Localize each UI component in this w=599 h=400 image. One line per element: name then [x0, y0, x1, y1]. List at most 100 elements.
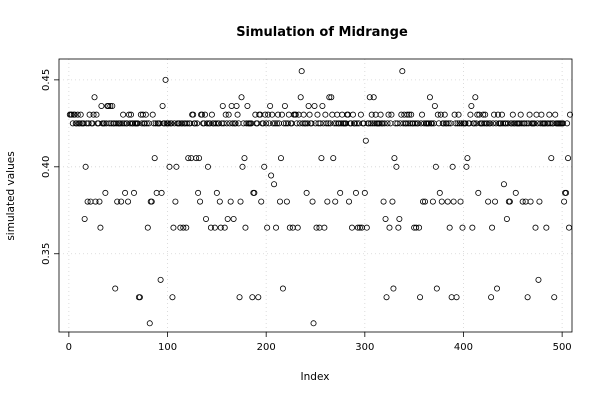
data-point — [398, 111, 405, 118]
data-point — [367, 120, 374, 127]
data-point — [330, 155, 337, 162]
data-point — [480, 111, 487, 118]
data-point — [202, 215, 209, 222]
data-point — [406, 111, 413, 118]
data-point — [258, 198, 265, 205]
data-point — [390, 285, 397, 292]
data-point — [363, 224, 370, 231]
data-point — [349, 111, 356, 118]
data-point — [475, 189, 482, 196]
data-point — [69, 120, 76, 127]
data-point — [276, 198, 283, 205]
data-point — [304, 120, 311, 127]
y-tick-label: 0.45 — [41, 69, 52, 91]
data-point — [464, 155, 471, 162]
data-point — [326, 94, 333, 101]
data-point — [279, 285, 286, 292]
data-point — [443, 120, 450, 127]
data-point — [118, 198, 125, 205]
data-point — [517, 111, 524, 118]
data-point — [546, 111, 553, 118]
data-point — [216, 198, 223, 205]
data-point — [97, 224, 104, 231]
x-axis-label: Index — [301, 371, 330, 383]
data-point — [165, 120, 172, 127]
data-point — [445, 120, 452, 127]
data-point — [413, 224, 420, 231]
data-point — [159, 102, 166, 109]
data-point — [314, 111, 321, 118]
data-point — [141, 120, 148, 127]
data-point — [298, 68, 305, 75]
data-point — [192, 120, 199, 127]
x-tick-label: 300 — [355, 342, 374, 353]
data-point — [269, 111, 276, 118]
data-point — [149, 111, 156, 118]
data-point — [438, 198, 445, 205]
data-point — [476, 111, 483, 118]
data-point — [249, 294, 256, 301]
data-point — [300, 111, 307, 118]
data-point — [327, 120, 334, 127]
data-point — [190, 111, 197, 118]
data-point — [91, 94, 98, 101]
data-point — [166, 163, 173, 170]
data-point — [474, 111, 481, 118]
data-point — [305, 102, 312, 109]
data-point — [500, 181, 507, 188]
data-point — [468, 102, 475, 109]
data-point — [157, 276, 164, 283]
y-axis-label: simulated values — [5, 151, 17, 240]
data-point — [313, 224, 320, 231]
data-point — [487, 120, 494, 127]
data-point — [264, 224, 271, 231]
data-point — [362, 137, 369, 144]
data-point — [311, 102, 318, 109]
data-point — [322, 111, 329, 118]
data-point — [112, 285, 119, 292]
data-point — [197, 198, 204, 205]
data-point — [536, 198, 543, 205]
data-point — [126, 111, 133, 118]
data-point — [325, 120, 332, 127]
data-point — [366, 94, 373, 101]
data-point — [393, 163, 400, 170]
data-point — [120, 111, 127, 118]
data-point — [142, 111, 149, 118]
data-point — [86, 111, 93, 118]
data-point — [152, 120, 159, 127]
data-point — [71, 111, 78, 118]
data-point — [547, 120, 554, 127]
data-point — [271, 181, 278, 188]
data-point — [93, 111, 100, 118]
x-tick-label: 500 — [553, 342, 572, 353]
data-point — [337, 189, 344, 196]
data-point — [84, 198, 91, 205]
data-point — [328, 94, 335, 101]
data-point — [454, 120, 461, 127]
x-axis: 0 100 200 300 400 500 — [66, 332, 572, 353]
data-point — [283, 198, 290, 205]
data-point — [310, 320, 317, 327]
data-point — [229, 120, 236, 127]
data-point — [236, 294, 243, 301]
data-point — [370, 94, 377, 101]
data-point — [309, 198, 316, 205]
data-point — [168, 120, 175, 127]
data-point — [125, 198, 132, 205]
data-point — [217, 224, 224, 231]
data-point — [561, 198, 568, 205]
data-point — [267, 102, 274, 109]
data-point — [308, 120, 315, 127]
data-point — [162, 76, 169, 83]
data-point — [394, 120, 401, 127]
data-point — [441, 111, 448, 118]
data-point — [238, 94, 245, 101]
data-point — [277, 155, 284, 162]
data-point — [491, 111, 498, 118]
data-point — [324, 198, 331, 205]
data-point — [74, 111, 81, 118]
data-point — [234, 111, 241, 118]
data-point — [451, 111, 458, 118]
data-point — [184, 120, 191, 127]
